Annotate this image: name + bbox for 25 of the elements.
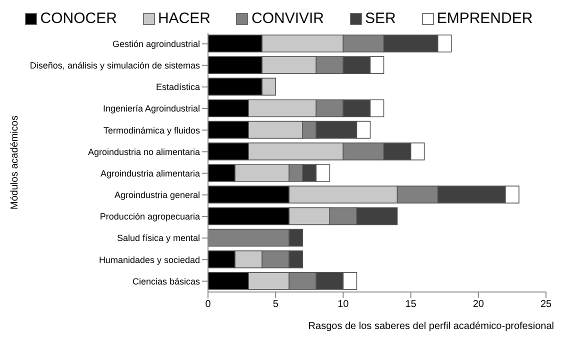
y-tick-label: Diseños, análisis y simulación de sistemas	[30, 60, 200, 71]
y-tick-label: Gestión agroindustrial	[112, 38, 200, 49]
legend-label: EMPRENDER	[436, 10, 533, 27]
y-tick-label: Agroindustria no alimentaria	[88, 146, 200, 157]
x-tick-label: 20	[472, 299, 484, 310]
y-tick-label: Salud física y mental	[116, 233, 200, 244]
x-tick-label: 15	[405, 299, 417, 310]
legend-label: SER	[365, 10, 396, 27]
y-tick-label: Ingeniería Agroindustrial	[102, 104, 200, 114]
y-tick-label: Producción agropecuaria	[100, 212, 200, 222]
y-tick-label: Humanidades y sociedad	[98, 254, 200, 265]
y-tick-label: Agroindustria alimentaria	[100, 168, 200, 178]
legend-label: CONVIVIR	[251, 10, 324, 27]
y-tick-label: Estadística	[156, 82, 200, 92]
y-tick-label: Agroindustria general	[114, 190, 200, 200]
x-tick-label: 25	[540, 299, 552, 310]
legend-label: CONOCER	[40, 10, 117, 27]
y-tick-label: Ciencias básicas	[132, 276, 200, 286]
y-axis-title: Módulos académicos	[10, 116, 21, 210]
x-axis-title: Rasgos de los saberes del perfil académico-profesional	[308, 321, 554, 332]
legend-label: HACER	[158, 10, 210, 27]
x-tick-label: 5	[272, 299, 279, 310]
y-tick-label: Termodinámica y fluidos	[103, 125, 200, 136]
x-tick-label: 10	[338, 299, 350, 310]
x-tick-label: 0	[205, 299, 212, 310]
